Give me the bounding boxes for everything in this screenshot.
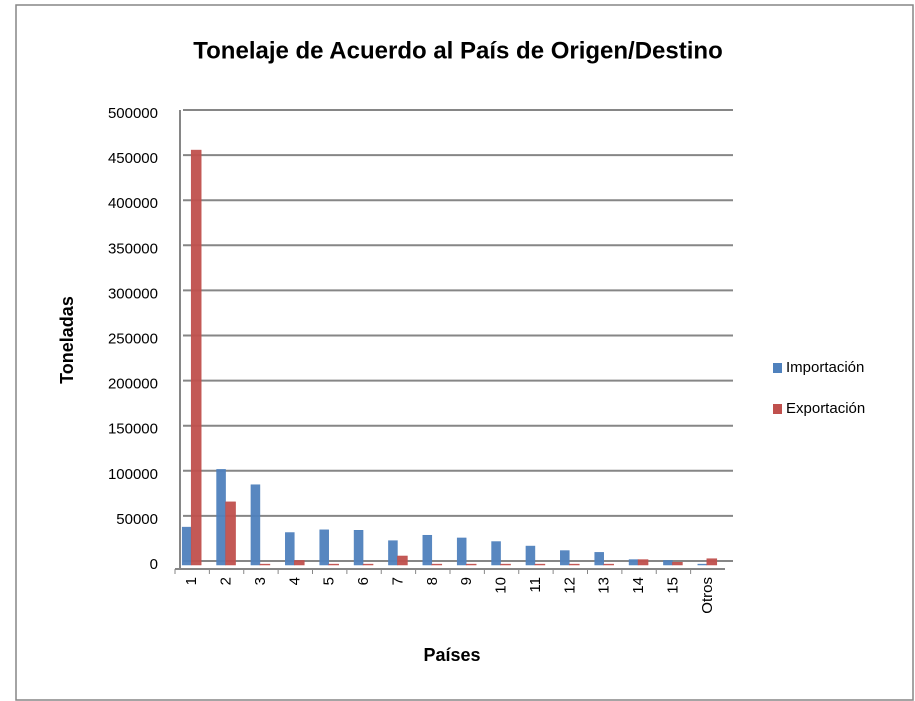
legend-label: Exportación xyxy=(786,400,865,417)
bar xyxy=(500,563,511,566)
bar xyxy=(353,530,364,566)
bar xyxy=(190,149,202,566)
legend-label: Importación xyxy=(786,359,864,376)
y-tick-label: 150000 xyxy=(108,421,158,438)
y-tick-label: 450000 xyxy=(108,150,158,167)
x-tick-label: 5 xyxy=(321,577,338,585)
bar xyxy=(259,563,271,566)
x-tick-label: 15 xyxy=(664,577,681,594)
bar xyxy=(216,469,226,566)
bar xyxy=(594,552,604,566)
bar xyxy=(491,541,501,566)
bar xyxy=(697,563,708,566)
bar xyxy=(628,559,639,566)
bar xyxy=(603,563,614,566)
bar xyxy=(388,540,398,566)
y-tick-label: 200000 xyxy=(108,376,158,393)
bar xyxy=(672,562,683,566)
bar xyxy=(250,484,261,566)
bar xyxy=(431,563,443,566)
bar xyxy=(225,501,236,566)
y-tick-label: 400000 xyxy=(108,195,158,212)
x-tick-label: 4 xyxy=(286,577,303,585)
x-tick-label: 10 xyxy=(493,577,510,594)
bar xyxy=(525,545,536,566)
bar xyxy=(534,563,546,566)
bar xyxy=(663,560,673,566)
bar xyxy=(560,550,570,566)
y-tick-label: 0 xyxy=(150,556,158,573)
legend-swatch xyxy=(773,404,782,414)
legend-swatch xyxy=(773,363,782,373)
bar xyxy=(285,532,295,566)
x-tick-label: 8 xyxy=(424,577,441,585)
bar xyxy=(465,563,477,566)
x-tick-label: 11 xyxy=(527,577,544,593)
bar xyxy=(569,563,580,566)
y-tick-label: 350000 xyxy=(108,240,158,257)
x-tick-label: Otros xyxy=(699,577,716,614)
x-tick-label: 7 xyxy=(389,577,406,585)
bar xyxy=(422,534,433,566)
y-tick-label: 250000 xyxy=(108,330,158,347)
x-tick-label: 6 xyxy=(355,577,372,585)
x-tick-label: 2 xyxy=(218,577,235,585)
bar xyxy=(706,558,718,566)
chart-border xyxy=(15,4,914,701)
x-tick-label: 12 xyxy=(561,577,578,594)
bar xyxy=(294,560,305,566)
bar xyxy=(328,563,339,566)
x-axis-label: Países xyxy=(423,645,480,665)
bar xyxy=(181,526,192,566)
x-tick-label: 9 xyxy=(458,577,475,585)
bar xyxy=(637,559,649,566)
bar xyxy=(319,529,329,566)
x-tick-label: 1 xyxy=(183,577,200,585)
y-tick-label: 100000 xyxy=(108,466,158,483)
x-tick-label: 14 xyxy=(630,577,647,594)
bar xyxy=(397,555,408,566)
x-tick-label: 3 xyxy=(252,577,269,585)
y-tick-label: 500000 xyxy=(108,105,158,122)
bar xyxy=(456,537,467,566)
y-axis-label: Toneladas xyxy=(57,296,77,384)
x-tick-label: 13 xyxy=(596,577,613,594)
chart-title: Tonelaje de Acuerdo al País de Origen/De… xyxy=(193,37,722,64)
bar xyxy=(362,563,374,566)
y-tick-label: 300000 xyxy=(108,285,158,302)
y-tick-label: 50000 xyxy=(116,511,158,528)
